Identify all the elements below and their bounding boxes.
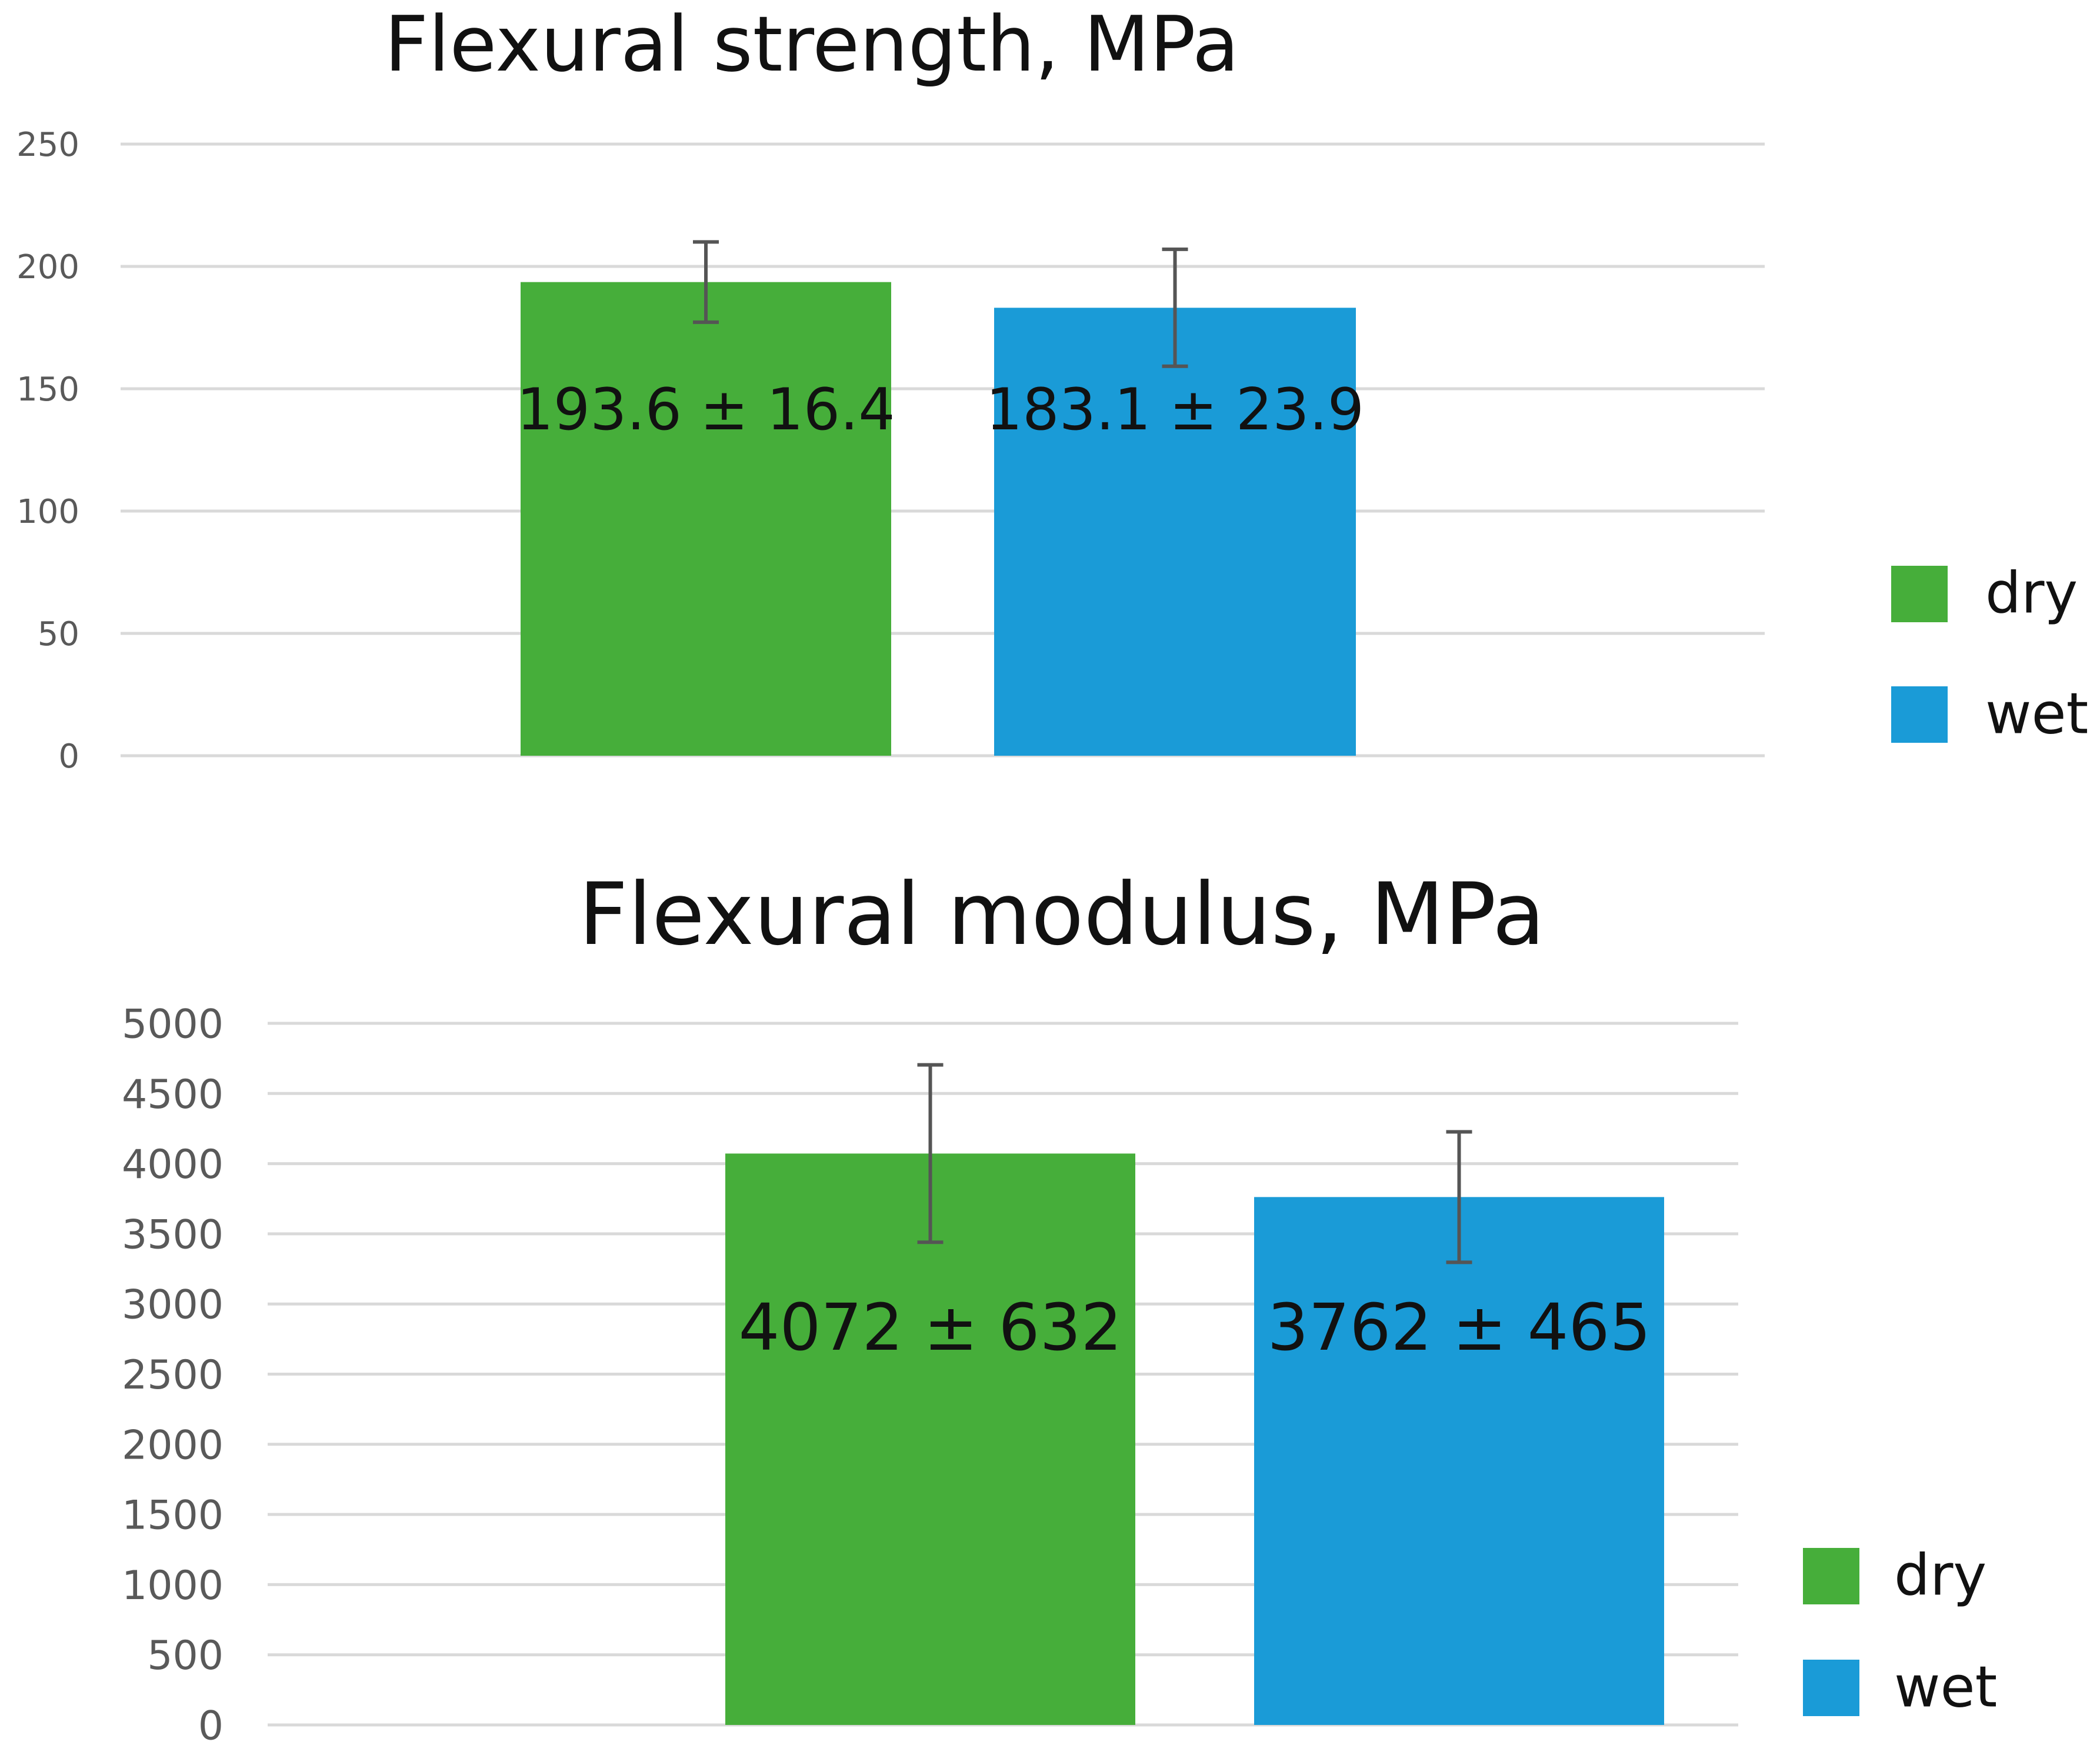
y-tick-label: 0 — [198, 1703, 224, 1749]
data-label-wet: 3762 ± 465 — [1268, 1290, 1651, 1365]
y-tick-label: 3000 — [122, 1282, 224, 1329]
chart-title: Flexural strength, MPa — [384, 0, 1239, 89]
y-tick-label: 2000 — [122, 1422, 224, 1469]
y-tick-label: 100 — [16, 493, 79, 531]
legend-label-wet: wet — [1894, 1654, 1997, 1720]
legend-swatch-wet — [1891, 686, 1948, 743]
y-tick-label: 150 — [16, 371, 79, 409]
data-label-wet: 183.1 ± 23.9 — [986, 376, 1364, 443]
legend-swatch-dry — [1803, 1548, 1859, 1604]
legend-label-wet: wet — [1985, 681, 2088, 747]
data-label-dry: 193.6 ± 16.4 — [516, 376, 895, 443]
legend-swatch-wet — [1803, 1660, 1859, 1716]
y-tick-label: 0 — [58, 737, 79, 776]
bar-wet — [994, 308, 1356, 756]
legend-label-dry: dry — [1985, 560, 2078, 626]
y-tick-label: 200 — [16, 248, 79, 286]
y-tick-label: 250 — [16, 126, 79, 164]
y-tick-label: 50 — [38, 615, 79, 653]
y-tick-label: 4000 — [122, 1142, 224, 1188]
y-tick-label: 500 — [147, 1633, 224, 1679]
legend-label-dry: dry — [1894, 1543, 1986, 1609]
y-tick-label: 5000 — [122, 1001, 224, 1047]
bar-dry — [725, 1153, 1135, 1725]
bar-wet — [1254, 1197, 1664, 1725]
chart-title: Flexural modulus, MPa — [579, 865, 1545, 965]
y-tick-label: 1000 — [122, 1563, 224, 1609]
y-tick-label: 1500 — [122, 1493, 224, 1539]
bar-dry — [521, 282, 891, 756]
y-tick-label: 4500 — [122, 1072, 224, 1118]
data-label-dry: 4072 ± 632 — [739, 1290, 1122, 1365]
legend-swatch-dry — [1891, 566, 1948, 622]
y-tick-label: 2500 — [122, 1352, 224, 1399]
y-tick-label: 3500 — [122, 1212, 224, 1258]
